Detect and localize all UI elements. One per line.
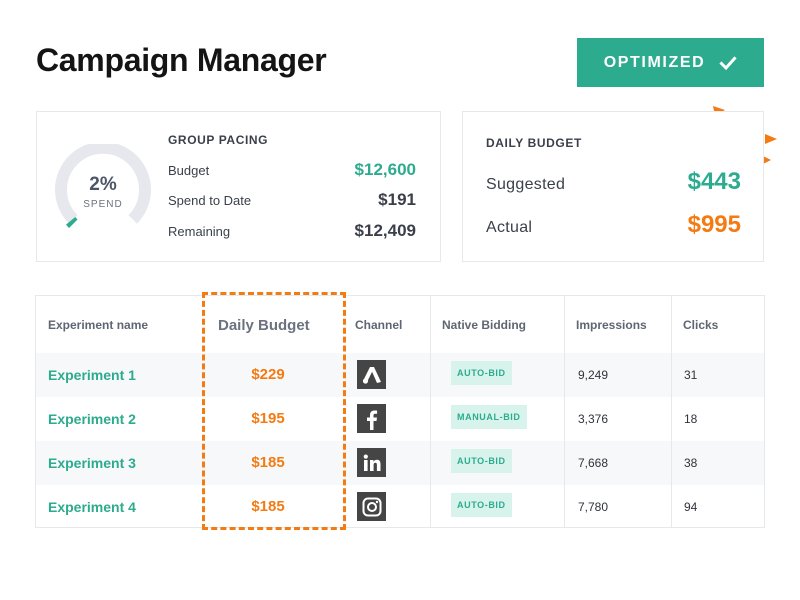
bidding-badge[interactable]: AUTO-BID — [451, 361, 512, 385]
column-header: Experiment name — [48, 318, 149, 332]
pacing-value: $12,409 — [354, 221, 416, 240]
pacing-label: Remaining — [168, 224, 231, 239]
bidding-badge[interactable]: AUTO-BID — [451, 449, 512, 473]
optimized-status-button[interactable]: OPTIMIZED — [577, 38, 764, 87]
experiment-name-link[interactable]: Experiment 1 — [48, 367, 136, 383]
pacing-row-budget: Budget $12,600 — [168, 160, 416, 180]
clicks-value: 38 — [684, 456, 698, 470]
impressions-value: 7,780 — [578, 500, 609, 514]
suggested-value: $443 — [687, 168, 741, 195]
column-header: Impressions — [576, 318, 647, 332]
group-pacing-heading: GROUP PACING — [168, 133, 269, 147]
pacing-label: Budget — [168, 163, 210, 178]
column-divider — [671, 296, 672, 527]
actual-value: $995 — [687, 211, 741, 238]
column-header: Daily Budget — [218, 317, 310, 334]
clicks-value: 18 — [684, 412, 698, 426]
spend-gauge — [55, 144, 151, 228]
clicks-value: 94 — [684, 500, 698, 514]
table-row: Experiment 3 $185 AUTO-BID 7,668 38 — [36, 441, 764, 485]
experiment-name-link[interactable]: Experiment 3 — [48, 455, 136, 471]
actual-budget-row: Actual $995 — [486, 211, 741, 239]
adwords-icon — [357, 360, 386, 389]
suggested-label: Suggested — [486, 176, 566, 193]
page-title: Campaign Manager — [36, 42, 327, 78]
table-header-row: Experiment name Daily Budget Channel Nat… — [36, 296, 764, 352]
column-header: Native Bidding — [442, 318, 527, 332]
facebook-icon — [357, 404, 386, 433]
experiment-budget: $185 — [251, 498, 285, 515]
experiment-name-link[interactable]: Experiment 2 — [48, 411, 136, 427]
experiment-name-link[interactable]: Experiment 4 — [48, 499, 136, 515]
impressions-value: 3,376 — [578, 412, 609, 426]
bidding-badge[interactable]: MANUAL-BID — [451, 405, 527, 429]
pacing-row-remaining: Remaining $12,409 — [168, 221, 416, 241]
pacing-row-spend: Spend to Date $191 — [168, 190, 416, 210]
optimized-label: OPTIMIZED — [603, 53, 706, 71]
experiment-budget: $185 — [251, 454, 285, 471]
suggested-budget-row: Suggested $443 — [486, 168, 741, 196]
group-pacing-card: 2% SPEND GROUP PACING Budget $12,600 Spe… — [36, 111, 441, 262]
impressions-value: 7,668 — [578, 456, 609, 470]
daily-budget-heading: DAILY BUDGET — [486, 136, 582, 150]
pacing-label: Spend to Date — [168, 193, 252, 208]
spend-label: SPEND — [83, 199, 123, 210]
daily-budget-card: DAILY BUDGET Suggested $443 Actual $995 — [462, 111, 764, 262]
impressions-value: 9,249 — [578, 368, 609, 382]
linkedin-icon — [357, 448, 386, 477]
spend-percent: 2% — [89, 174, 117, 195]
table-row: Experiment 2 $195 MANUAL-BID 3,376 18 — [36, 397, 764, 441]
experiments-table: Experiment name Daily Budget Channel Nat… — [35, 295, 765, 528]
experiment-budget: $229 — [251, 366, 285, 383]
column-header: Clicks — [683, 318, 719, 332]
column-divider — [430, 296, 431, 527]
spend-gauge-fill — [66, 216, 78, 228]
instagram-icon — [357, 492, 386, 521]
column-divider — [564, 296, 565, 527]
column-header: Channel — [355, 318, 403, 332]
clicks-value: 31 — [684, 368, 698, 382]
actual-label: Actual — [486, 219, 533, 236]
pacing-value: $191 — [378, 190, 416, 209]
table-row: Experiment 1 $229 AUTO-BID 9,249 31 — [36, 353, 764, 397]
pacing-value: $12,600 — [354, 160, 416, 179]
bidding-badge[interactable]: AUTO-BID — [451, 493, 512, 517]
experiment-budget: $195 — [251, 410, 285, 427]
table-row: Experiment 4 $185 AUTO-BID 7,780 94 — [36, 485, 764, 529]
check-icon — [719, 55, 737, 70]
